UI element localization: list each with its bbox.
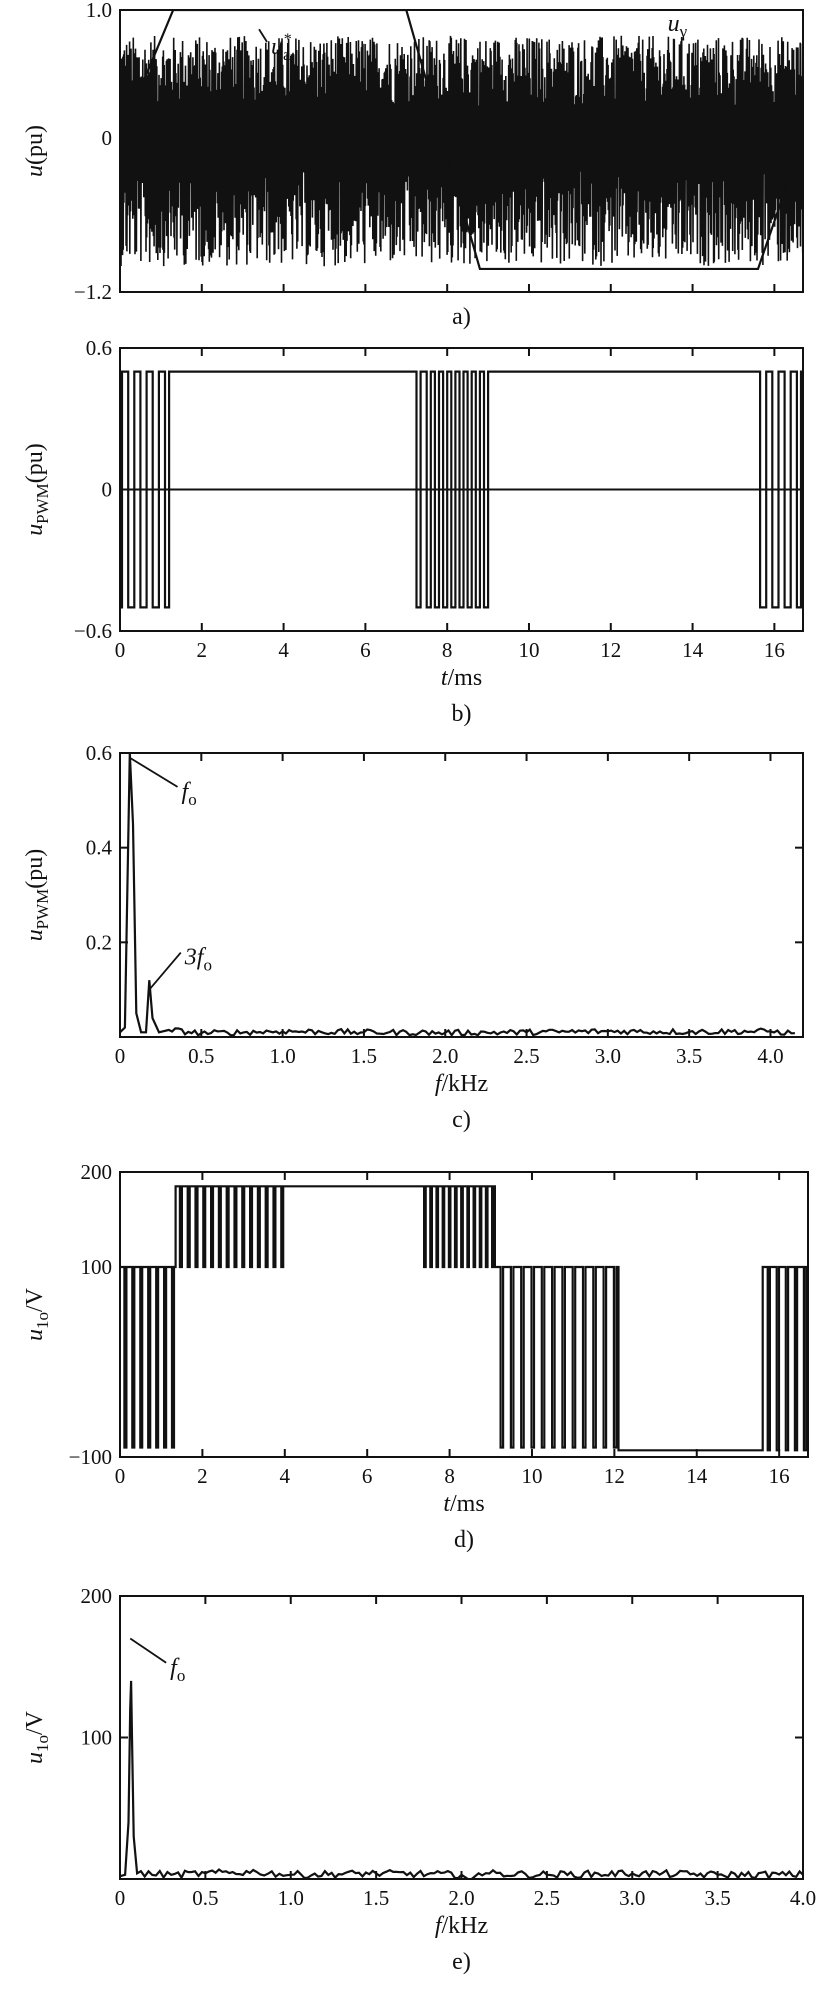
x-tick-label: 10	[518, 638, 539, 662]
y-tick-label: 100	[81, 1726, 113, 1750]
x-tick-label: 1.5	[363, 1886, 389, 1910]
annotation-leader	[129, 1637, 167, 1664]
y-tick-label: 200	[81, 1584, 113, 1608]
y-tick-label: 1.0	[86, 0, 112, 22]
x-tick-label: 1.0	[269, 1044, 295, 1068]
x-tick-label: 12	[604, 1464, 625, 1488]
x-tick-label: 0	[115, 1464, 126, 1488]
annotation-label: fo	[170, 1655, 185, 1685]
x-tick-label: 3.0	[595, 1044, 621, 1068]
x-tick-label: 16	[769, 1464, 790, 1488]
x-tick-label: 2	[197, 638, 208, 662]
y-tick-label: 0	[102, 126, 113, 150]
x-tick-label: 2.5	[534, 1886, 560, 1910]
x-tick-label: 4.0	[757, 1044, 783, 1068]
x-axis-label: f/kHz	[435, 1913, 488, 1939]
subfigure-caption: c)	[452, 1107, 471, 1133]
y-axis-label: uPWM(pu)	[22, 849, 52, 942]
x-tick-label: 2.5	[513, 1044, 539, 1068]
x-tick-label: 8	[442, 638, 453, 662]
x-tick-label: 10	[521, 1464, 542, 1488]
annotation-label: uγ	[668, 11, 688, 41]
x-tick-label: 4.0	[790, 1886, 816, 1910]
series-u-pwm	[120, 370, 803, 609]
series-u-1o	[120, 1185, 808, 1452]
x-axis-label: t/ms	[443, 1491, 484, 1517]
annotation-leader	[129, 756, 179, 788]
x-tick-label: 0	[115, 638, 126, 662]
x-tick-label: 2.0	[448, 1886, 474, 1910]
chart-b: 0.60−0.60 2 4 6 8 10 12 14 16b)	[74, 336, 804, 727]
y-tick-label: −1.2	[74, 280, 112, 304]
y-axis-label: uPWM(pu)	[22, 443, 52, 536]
x-tick-label: 1.5	[351, 1044, 377, 1068]
x-axis-label: f/kHz	[435, 1071, 488, 1097]
plot-area-e	[120, 1680, 803, 1879]
x-tick-label: 3.5	[705, 1886, 731, 1910]
annotation-leader	[258, 28, 268, 43]
x-tick-label: 0	[115, 1886, 126, 1910]
subfigure-caption: a)	[452, 304, 471, 330]
y-tick-label: 0.4	[86, 836, 113, 860]
x-tick-label: 2.0	[432, 1044, 458, 1068]
x-tick-label: 3.0	[619, 1886, 645, 1910]
x-tick-label: 14	[682, 638, 704, 662]
x-tick-label: 4	[280, 1464, 291, 1488]
y-tick-label: 100	[81, 1255, 113, 1279]
x-tick-label: 16	[764, 638, 785, 662]
series-u-a-ref	[120, 10, 803, 271]
x-tick-label: 6	[362, 1464, 373, 1488]
plot-frame-c	[119, 752, 804, 1038]
x-tick-label: 12	[600, 638, 621, 662]
y-axis-label: u1o/V	[22, 1287, 52, 1341]
series-spectrum-c	[120, 753, 795, 1037]
y-axis-label: u(pu)	[22, 125, 48, 177]
y-tick-label: 0.6	[86, 741, 112, 765]
x-axis-label: t/ms	[441, 665, 482, 691]
y-tick-label: −100	[69, 1445, 112, 1469]
subfigure-caption: b)	[452, 701, 472, 727]
x-tick-label: 6	[360, 638, 371, 662]
annotation-leader	[148, 951, 182, 991]
x-tick-label: 2	[197, 1464, 208, 1488]
series-u-gamma	[120, 35, 803, 267]
plot-frame-d	[119, 1171, 809, 1458]
plot-area-b	[120, 370, 803, 609]
plot-frame-e	[119, 1595, 804, 1880]
x-tick-label: 8	[444, 1464, 455, 1488]
chart-a: 1.0 0 −1.2 u* a uγ a)	[74, 0, 804, 330]
y-tick-label: −0.6	[74, 619, 112, 643]
chart-c: 0.6 0.4 0.2 0 0.5 1.0 1.5 2.0 2.5 3.0 3.5 4.0 fo 3fo c…	[86, 741, 804, 1133]
subfigure-caption: e)	[452, 1949, 471, 1975]
y-axis-label: u1o/V	[22, 1710, 52, 1764]
annotation-label: 3fo	[184, 945, 212, 975]
x-tick-label: 14	[686, 1464, 708, 1488]
y-tick-label: 0.6	[86, 336, 112, 360]
series-spectrum-e	[120, 1680, 803, 1879]
x-tick-label: 3.5	[676, 1044, 702, 1068]
y-tick-label: 200	[81, 1160, 113, 1184]
plot-area-a	[120, 10, 803, 271]
x-tick-label: 1.0	[278, 1886, 304, 1910]
subfigure-caption: d)	[454, 1527, 474, 1553]
chart-e: 200 100 0 0.5 1.0 1.5 2.0 2.5 3.0 3.5 4.0 fo e)	[81, 1584, 817, 1975]
y-tick-label: 0.2	[86, 930, 112, 954]
x-tick-label: 4	[278, 638, 289, 662]
x-tick-label: 0	[115, 1044, 126, 1068]
annotation-label: u* a	[271, 31, 291, 64]
plot-area-c	[120, 753, 795, 1037]
y-tick-label: 0	[102, 478, 113, 502]
x-tick-label: 0.5	[188, 1044, 214, 1068]
annotation-label: fo	[182, 779, 197, 809]
plot-area-d	[120, 1185, 808, 1452]
x-tick-label: 0.5	[192, 1886, 218, 1910]
